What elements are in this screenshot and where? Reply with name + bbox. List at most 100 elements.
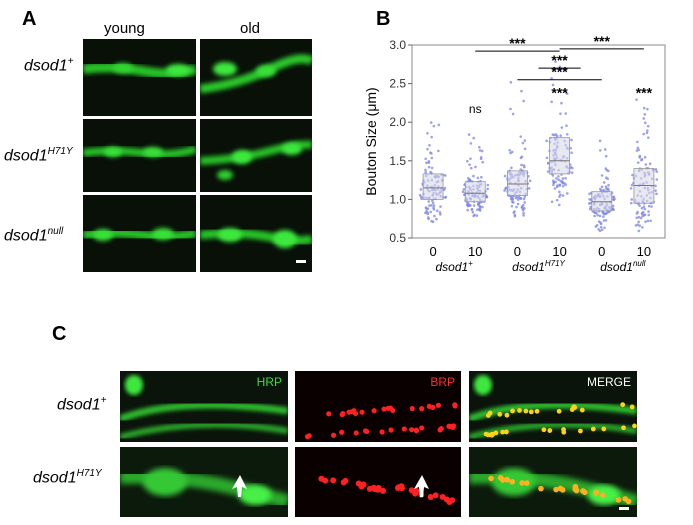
data-point bbox=[604, 176, 608, 180]
data-point bbox=[515, 195, 519, 199]
data-point bbox=[438, 211, 442, 214]
data-point bbox=[546, 170, 550, 173]
significance-label: *** bbox=[636, 84, 653, 100]
brp-puncta bbox=[556, 408, 562, 414]
data-point bbox=[419, 188, 423, 191]
data-point bbox=[481, 160, 485, 164]
data-point bbox=[605, 168, 609, 172]
data-point bbox=[424, 168, 427, 172]
data-point bbox=[472, 174, 475, 178]
data-point bbox=[559, 134, 562, 137]
data-point bbox=[588, 192, 591, 196]
c-merge-h71y bbox=[469, 447, 637, 517]
data-point bbox=[468, 178, 472, 182]
x-tick-label: 0 bbox=[598, 244, 605, 259]
data-point bbox=[431, 201, 435, 205]
data-point bbox=[478, 207, 482, 210]
data-point bbox=[642, 205, 646, 209]
box bbox=[464, 181, 486, 203]
micrograph-plus-young bbox=[83, 39, 196, 116]
group-label: dsod1null bbox=[600, 259, 645, 274]
brp-puncta bbox=[547, 428, 553, 433]
data-point bbox=[638, 154, 642, 158]
data-point bbox=[637, 229, 641, 233]
brp-puncta bbox=[559, 487, 566, 493]
row-label-dsod1-h71y: dsod1H71Y bbox=[4, 146, 73, 165]
data-point bbox=[554, 60, 557, 63]
data-point bbox=[478, 149, 482, 152]
data-point bbox=[564, 112, 568, 115]
data-point bbox=[509, 107, 512, 111]
brp-puncta bbox=[388, 427, 394, 433]
data-point bbox=[418, 193, 422, 197]
brp-puncta bbox=[489, 432, 495, 438]
data-point bbox=[563, 182, 566, 185]
column-label-old: old bbox=[240, 20, 261, 37]
data-point bbox=[638, 204, 641, 207]
data-point bbox=[516, 202, 520, 206]
data-point bbox=[470, 208, 474, 211]
brp-puncta bbox=[413, 428, 420, 434]
data-point bbox=[654, 184, 657, 188]
data-point bbox=[510, 166, 513, 170]
data-point bbox=[553, 187, 557, 190]
data-point bbox=[523, 147, 527, 151]
data-point bbox=[551, 83, 555, 87]
data-point bbox=[428, 204, 431, 207]
data-point bbox=[504, 186, 508, 190]
brp-puncta bbox=[485, 413, 491, 418]
brp-puncta bbox=[519, 480, 525, 486]
data-point bbox=[570, 171, 574, 174]
group-label: dsod1+ bbox=[435, 259, 473, 274]
data-point bbox=[637, 215, 641, 219]
brp-puncta bbox=[572, 405, 578, 410]
data-point bbox=[570, 138, 573, 142]
x-tick-label: 0 bbox=[514, 244, 521, 259]
micrograph-h71y-young bbox=[83, 119, 196, 192]
data-point bbox=[519, 135, 523, 138]
data-point bbox=[519, 197, 522, 200]
bouton-size-chart: 0.5 1.0 1.5 2.0 2.5 3.0 Bouton Size (μm) 0 10 0 10… bbox=[363, 33, 666, 274]
data-point bbox=[631, 173, 634, 177]
data-point bbox=[604, 218, 608, 222]
data-point bbox=[430, 204, 433, 207]
data-point bbox=[644, 163, 648, 166]
data-point bbox=[461, 190, 465, 194]
data-point bbox=[644, 220, 647, 224]
data-point bbox=[555, 177, 558, 180]
data-point bbox=[432, 206, 435, 210]
data-point bbox=[588, 207, 592, 211]
brp-puncta bbox=[524, 480, 530, 486]
bracket-label: *** bbox=[509, 35, 526, 51]
data-point bbox=[639, 216, 643, 220]
data-point bbox=[558, 190, 561, 194]
data-point bbox=[603, 148, 607, 151]
box bbox=[549, 137, 570, 175]
panel-label-b: B bbox=[376, 8, 391, 30]
brp-puncta bbox=[330, 432, 337, 438]
data-point bbox=[430, 156, 434, 160]
data-point bbox=[510, 196, 513, 200]
data-point bbox=[485, 195, 489, 199]
data-point bbox=[599, 149, 602, 152]
data-point bbox=[426, 132, 429, 135]
data-point bbox=[420, 197, 423, 200]
data-point bbox=[511, 200, 514, 204]
c-row-label-dsod1-h71y: dsod1H71Y bbox=[33, 468, 102, 487]
data-point bbox=[599, 225, 603, 229]
data-point bbox=[424, 157, 427, 161]
data-point bbox=[598, 139, 602, 143]
c-brp-h71y bbox=[295, 447, 461, 517]
brp-puncta bbox=[615, 497, 622, 503]
scale-bar bbox=[296, 260, 306, 263]
significance-label: *** bbox=[551, 84, 568, 100]
brp-puncta bbox=[330, 477, 337, 484]
x-tick-label: 10 bbox=[637, 244, 651, 259]
brp-puncta bbox=[581, 489, 588, 496]
channel-label-merge: MERGE bbox=[586, 375, 631, 389]
plot-frame bbox=[411, 44, 666, 239]
data-point bbox=[522, 99, 525, 103]
group-label: dsod1H71Y bbox=[512, 259, 565, 274]
data-point bbox=[469, 142, 473, 145]
brp-puncta bbox=[372, 486, 379, 493]
